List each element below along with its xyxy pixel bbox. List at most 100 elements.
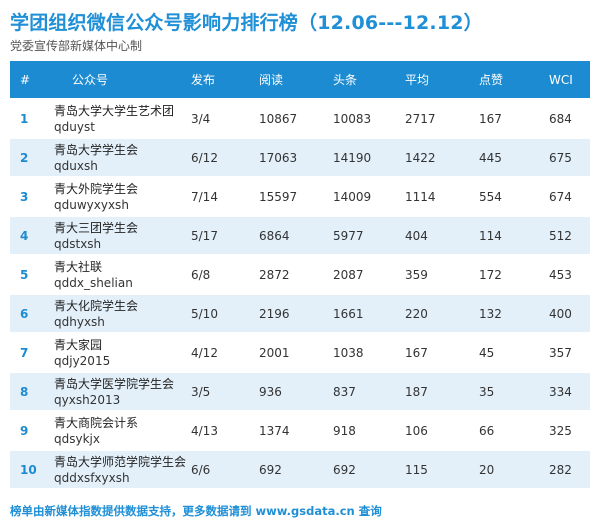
cell-rank: 6 [10,307,54,321]
header-headline: 头条 [333,73,358,87]
account-name: 青岛大学学生会 [54,142,139,157]
cell-posts: 4/13 [191,423,218,438]
rank-number: 8 [20,384,29,399]
cell-headline: 14190 [333,150,372,165]
account-id: qddxsfxyxsh [54,470,130,485]
cell-avg: 187 [405,384,428,399]
header-posts: 发布 [191,73,216,87]
cell-name: 青岛大学大学生艺术团 qduyst [54,103,191,135]
cell-likes: 554 [479,189,502,204]
cell-avg: 2717 [405,111,436,126]
cell-rank: 2 [10,151,54,165]
footer-note: 榜单由新媒体指数提供数据支持，更多数据请到 www.gsdata.cn 查询 [10,504,382,518]
account-name: 青大化院学生会 [54,298,139,313]
account-id: qdjy2015 [54,353,111,368]
table-row: 2 青岛大学学生会 qduxsh 6/12 17063 14190 1422 445 675 [10,137,590,176]
account-id: qduyst [54,119,95,134]
cell-likes: 20 [479,462,495,477]
cell-posts: 4/12 [191,345,218,360]
cell-headline: 837 [333,384,356,399]
cell-wci: 334 [549,384,572,399]
account-name: 青大商院会计系 [54,415,139,430]
header-rank: # [20,72,31,87]
table-row: 10 青岛大学师范学院学生会 qddxsfxyxsh 6/6 692 692 115 20 28… [10,449,590,488]
rank-number: 2 [20,150,29,165]
cell-likes: 445 [479,150,502,165]
rank-number: 4 [20,228,29,243]
cell-avg: 115 [405,462,428,477]
cell-headline: 692 [333,462,356,477]
cell-headline: 14009 [333,189,372,204]
header-name: 公众号 [72,72,109,87]
cell-name: 青大社联 qddx_shelian [54,259,191,291]
cell-likes: 35 [479,384,495,399]
cell-posts: 6/8 [191,267,211,282]
rank-number: 9 [20,423,29,438]
account-id: qduwyxyxsh [54,197,129,212]
cell-rank: 10 [10,463,54,477]
cell-posts: 5/10 [191,306,218,321]
table-row: 1 青岛大学大学生艺术团 qduyst 3/4 10867 10083 2717 167 684 [10,98,590,137]
table-row: 8 青岛大学医学院学生会 qyxsh2013 3/5 936 837 187 35 334 [10,371,590,410]
cell-name: 青大家园 qdjy2015 [54,337,191,369]
account-name: 青岛大学师范学院学生会 [54,454,187,469]
cell-rank: 3 [10,190,54,204]
header-wci: WCI [549,72,573,87]
rank-number: 5 [20,267,29,282]
cell-wci: 400 [549,306,572,321]
cell-wci: 675 [549,150,572,165]
account-id: qddx_shelian [54,275,133,290]
cell-wci: 674 [549,189,572,204]
rank-number: 7 [20,345,29,360]
account-id: qdhyxsh [54,314,105,329]
cell-wci: 282 [549,462,572,477]
cell-name: 青岛大学师范学院学生会 qddxsfxyxsh [54,454,191,486]
cell-posts: 3/4 [191,111,211,126]
table-row: 4 青大三团学生会 qdstxsh 5/17 6864 5977 404 114 512 [10,215,590,254]
cell-likes: 167 [479,111,502,126]
cell-avg: 359 [405,267,428,282]
table-body: 1 青岛大学大学生艺术团 qduyst 3/4 10867 10083 2717 167 684… [10,98,590,488]
cell-name: 青大三团学生会 qdstxsh [54,220,191,252]
cell-rank: 9 [10,424,54,438]
cell-posts: 6/12 [191,150,218,165]
cell-reads: 15597 [259,189,298,204]
cell-avg: 1114 [405,189,436,204]
cell-wci: 684 [549,111,572,126]
account-name: 青大家园 [54,337,103,352]
account-name: 青岛大学医学院学生会 [54,376,175,391]
cell-rank: 5 [10,268,54,282]
cell-headline: 10083 [333,111,372,126]
cell-reads: 936 [259,384,282,399]
cell-posts: 5/17 [191,228,218,243]
cell-rank: 4 [10,229,54,243]
cell-posts: 3/5 [191,384,211,399]
account-name: 青大社联 [54,259,103,274]
rank-number: 1 [20,111,29,126]
table-header: # 公众号 发布 阅读 头条 平均 点赞 WCI [10,61,590,98]
account-name: 青大外院学生会 [54,181,139,196]
account-id: qduxsh [54,158,98,173]
cell-wci: 453 [549,267,572,282]
cell-headline: 2087 [333,267,364,282]
cell-reads: 6864 [259,228,290,243]
cell-likes: 172 [479,267,502,282]
cell-reads: 10867 [259,111,298,126]
header-avg: 平均 [405,73,430,87]
cell-avg: 1422 [405,150,436,165]
ranking-table: # 公众号 发布 阅读 头条 平均 点赞 WCI 1 青岛大学大学生艺术团 qduy… [10,61,590,488]
rank-number: 3 [20,189,29,204]
cell-name: 青岛大学学生会 qduxsh [54,142,191,174]
table-row: 7 青大家园 qdjy2015 4/12 2001 1038 167 45 357 [10,332,590,371]
cell-headline: 918 [333,423,356,438]
cell-wci: 325 [549,423,572,438]
cell-likes: 114 [479,228,502,243]
cell-headline: 1661 [333,306,364,321]
page-subtitle: 党委宣传部新媒体中心制 [10,39,143,53]
account-id: qyxsh2013 [54,392,121,407]
cell-likes: 132 [479,306,502,321]
cell-headline: 5977 [333,228,364,243]
header-likes: 点赞 [479,73,504,87]
cell-name: 青岛大学医学院学生会 qyxsh2013 [54,376,191,408]
account-name: 青岛大学大学生艺术团 [54,103,175,118]
